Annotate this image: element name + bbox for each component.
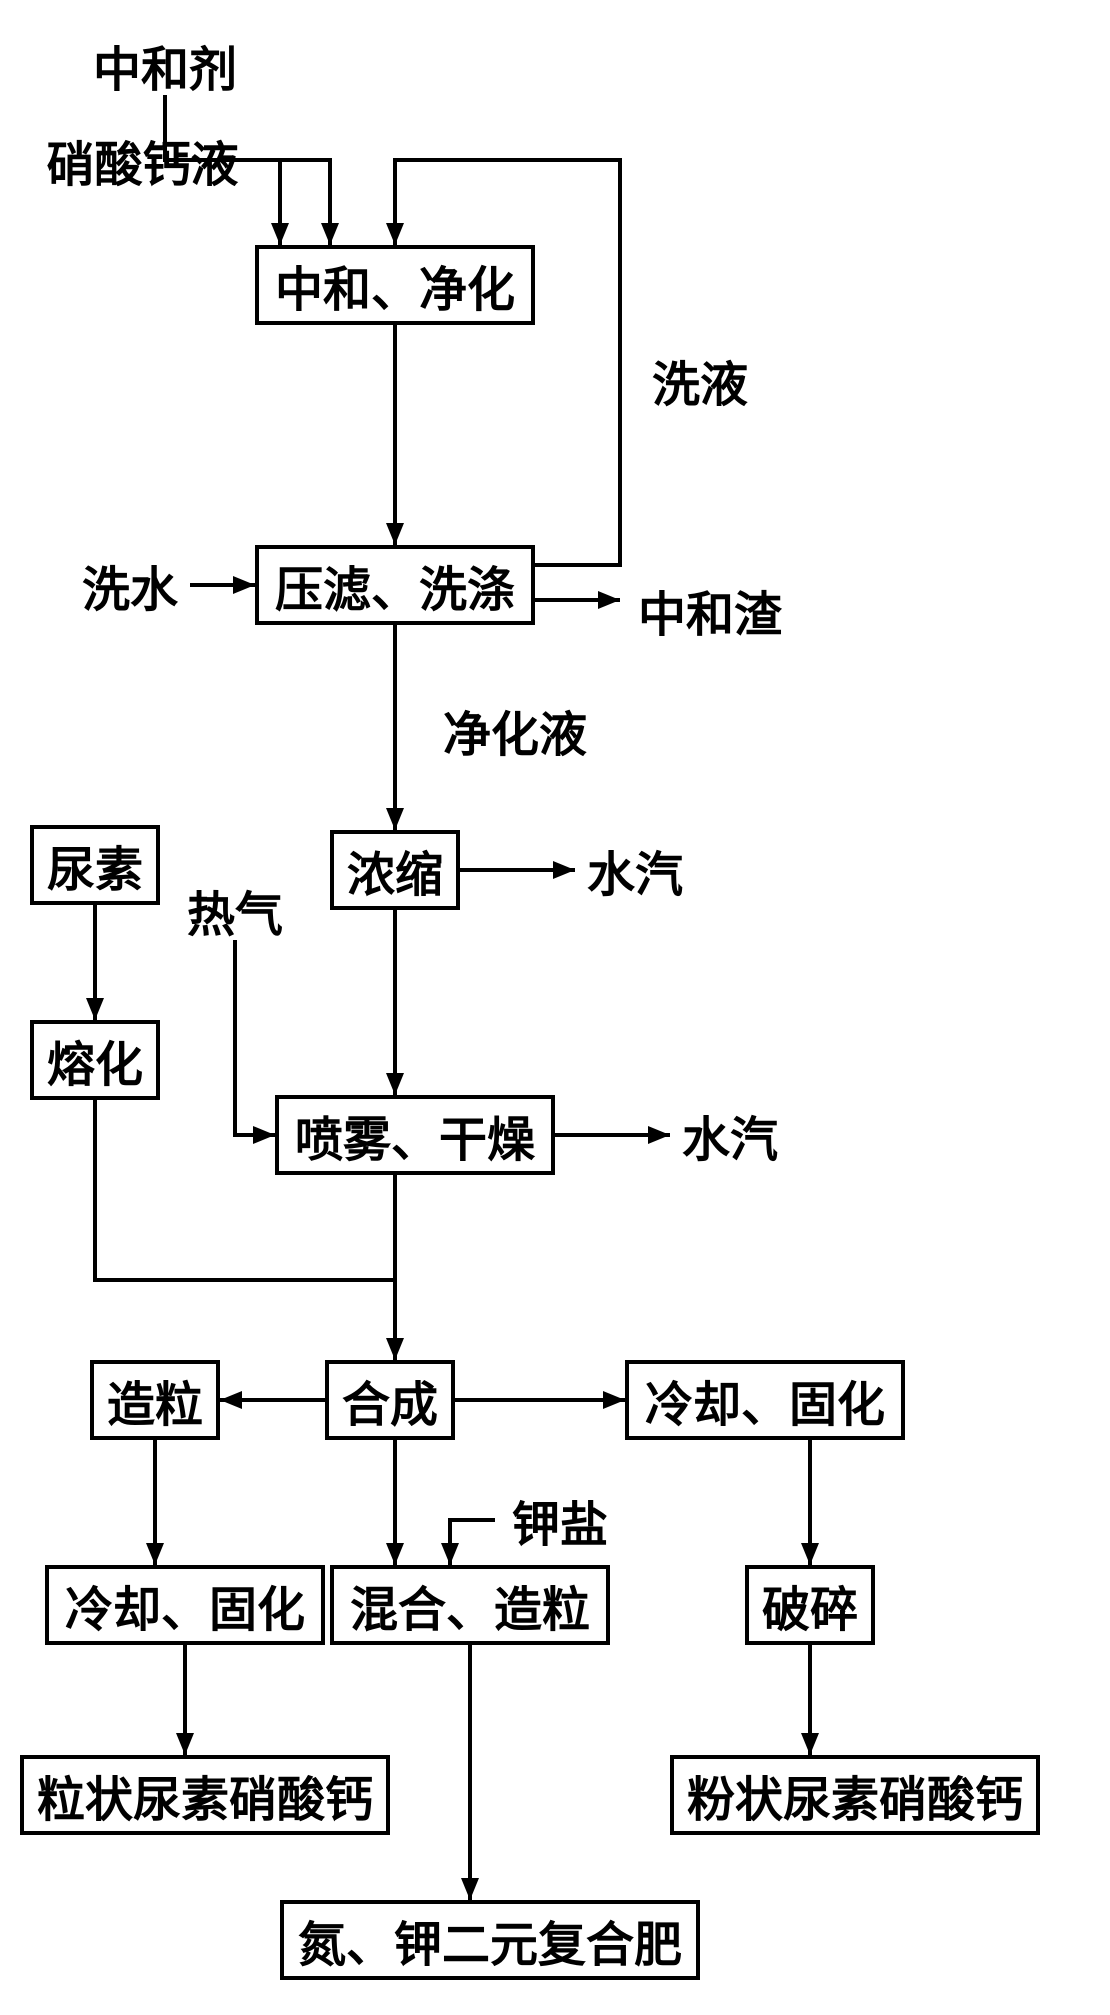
node-cool_solid2: 冷却、固化 [45,1565,325,1645]
node-hot_gas: 热气 [175,880,295,940]
node-vapor2: 水汽 [670,1105,790,1165]
edge-filter_wash-neutralize_purify [395,160,620,565]
node-concentrate: 浓缩 [330,830,460,910]
node-vapor1: 水汽 [575,840,695,900]
node-ksalt: 钾盐 [500,1490,620,1550]
edge-hot_gas-spray_dry [235,940,275,1135]
node-crush: 破碎 [745,1565,875,1645]
node-synthesize: 合成 [325,1360,455,1440]
node-cool_solid1: 冷却、固化 [625,1360,905,1440]
node-granulate1: 造粒 [90,1360,220,1440]
node-canitrate_in: 硝酸钙液 [35,130,250,190]
node-purified_lbl: 净化液 [425,700,605,760]
flowchart-container: 中和剂硝酸钙液中和、净化洗液洗水压滤、洗涤中和渣净化液尿素热气浓缩水汽熔化喷雾、… [0,0,1110,2015]
node-wash_water: 洗水 [70,555,190,615]
node-filter_wash: 压滤、洗涤 [255,545,535,625]
node-mix_granulate: 混合、造粒 [330,1565,610,1645]
node-prod_npk: 氮、钾二元复合肥 [280,1900,700,1980]
edge-ksalt-mix_granulate [450,1520,495,1565]
node-melt: 熔化 [30,1020,160,1100]
node-urea: 尿素 [30,825,160,905]
node-spray_dry: 喷雾、干燥 [275,1095,555,1175]
node-residue_out: 中和渣 [620,580,800,640]
arrow-layer [0,0,1110,2015]
node-neutralize_purify: 中和、净化 [255,245,535,325]
node-prod_powder: 粉状尿素硝酸钙 [670,1755,1040,1835]
node-wash_liquid: 洗液 [640,350,760,410]
node-prod_granule: 粒状尿素硝酸钙 [20,1755,390,1835]
node-neutralizer_in: 中和剂 [80,35,250,95]
edge-canitrate_in-neutralize_purify [250,160,280,245]
